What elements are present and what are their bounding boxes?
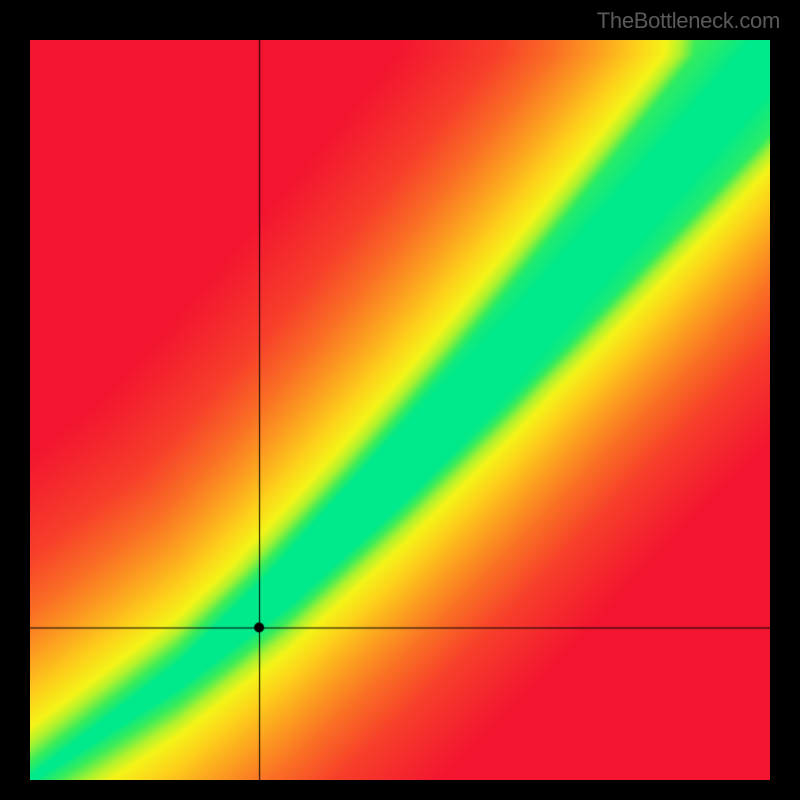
attribution-text: TheBottleneck.com [597, 8, 780, 34]
heatmap-plot [30, 40, 770, 780]
